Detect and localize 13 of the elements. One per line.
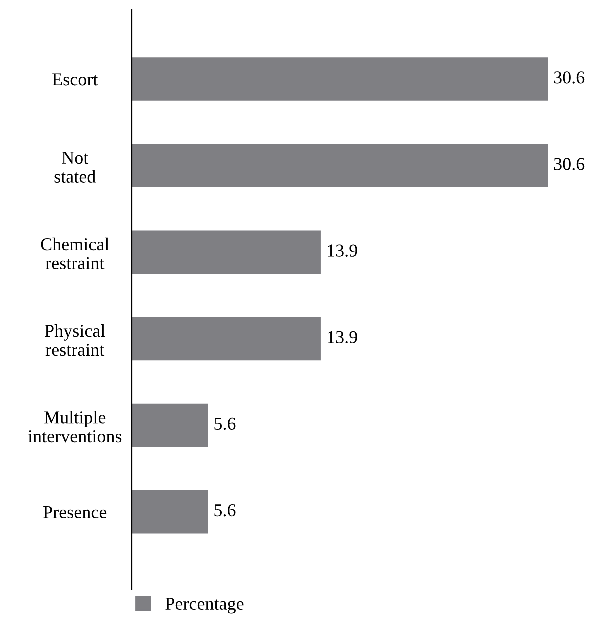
data-label: 5.6 [214, 504, 236, 517]
y-tick-label: Chemical restraint [41, 238, 110, 270]
data-label: 13.9 [328, 244, 358, 257]
data-label: 13.9 [328, 331, 358, 344]
y-tick-label: Not stated [54, 152, 96, 183]
legend-label: Percentage [166, 598, 244, 614]
data-label: 30.6 [554, 158, 585, 170]
y-tick-label: Multiple interventions [28, 411, 122, 443]
data-label: 30.6 [554, 72, 585, 84]
y-tick-label: Physical restraint [45, 324, 106, 356]
y-tick-label: Presence [44, 506, 107, 519]
y-tick-label: Escort [52, 74, 98, 86]
data-label: 5.6 [214, 418, 236, 430]
